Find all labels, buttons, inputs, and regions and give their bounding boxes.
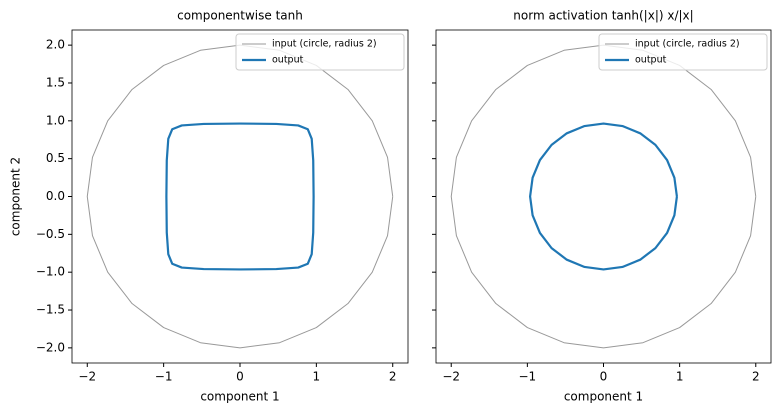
legend-label: input (circle, radius 2) [635,39,740,50]
y-tick-label: −1.5 [36,303,65,317]
legend-box [598,33,768,71]
series-line [450,44,757,349]
y-axis-label: component 2 [9,157,23,236]
x-tick-label: −1 [519,370,537,384]
x-tick-label: 0 [600,370,608,384]
y-tick-label: −1.0 [36,265,65,279]
legend-label: output [635,55,667,66]
legend-box [235,33,405,71]
x-tick-label: −2 [78,370,96,384]
x-tick-label: 1 [676,370,684,384]
y-tick-label: −2.0 [36,340,65,354]
x-tick-label: 0 [236,370,244,384]
y-tick-label: 1.5 [46,75,65,89]
y-tick-label: 0.0 [46,189,65,203]
axes-title: norm activation tanh(|x|) x/|x| [513,9,693,23]
x-axis-label: component 1 [200,390,279,404]
series-line [165,122,315,271]
x-axis-label: component 1 [564,390,643,404]
y-tick-label: 0.5 [46,151,65,165]
x-tick-label: 1 [313,370,321,384]
y-tick-label: −0.5 [36,227,65,241]
y-tick-label: 2.0 [46,38,65,52]
x-tick-label: −1 [155,370,173,384]
legend-label: input (circle, radius 2) [272,39,377,50]
legend-label: output [272,55,304,66]
y-tick-label: 1.0 [46,113,65,127]
x-tick-label: 2 [389,370,397,384]
series-line [86,44,394,349]
series-line [529,122,678,271]
x-tick-label: −2 [442,370,460,384]
axes-frame [71,29,409,364]
axes-frame [435,29,772,364]
axes-title: componentwise tanh [177,9,303,23]
x-tick-label: 2 [752,370,760,384]
